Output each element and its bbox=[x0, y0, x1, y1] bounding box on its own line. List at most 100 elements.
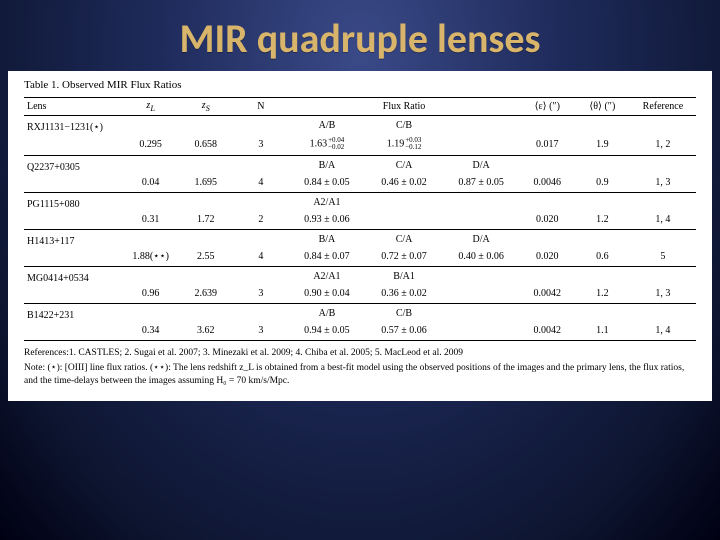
zL: 0.96 bbox=[123, 286, 178, 304]
table-row: 0.962.63930.90 ± 0.040.36 ± 0.020.00421.… bbox=[24, 286, 696, 304]
lens-name: H1413+117 bbox=[24, 230, 123, 250]
zS: 0.658 bbox=[178, 135, 233, 156]
fr2-label: B/A1 bbox=[365, 267, 442, 287]
zS: 2.639 bbox=[178, 286, 233, 304]
lens-name: Q2237+0305 bbox=[24, 156, 123, 176]
fr3-label bbox=[443, 304, 520, 324]
fr3-val bbox=[443, 135, 520, 156]
zL: 0.31 bbox=[123, 212, 178, 230]
fr2-val: 1.19+0.03−0.12 bbox=[365, 135, 442, 156]
fr3-val bbox=[443, 286, 520, 304]
fr3-label bbox=[443, 193, 520, 213]
fr1-label: B/A bbox=[288, 230, 365, 250]
col-zs: zS bbox=[178, 98, 233, 116]
lens-name: PG1115+080 bbox=[24, 193, 123, 213]
table-row: 0.2950.65831.63+0.04−0.021.19+0.03−0.12 0… bbox=[24, 135, 696, 156]
fr3-label: D/A bbox=[443, 156, 520, 176]
theta: 1.9 bbox=[575, 135, 630, 156]
lens-name: RXJ1131−1231(⋆) bbox=[24, 116, 123, 136]
table-row: Q2237+0305 B/AC/AD/A bbox=[24, 156, 696, 176]
fr2-val: 0.57 ± 0.06 bbox=[365, 323, 442, 341]
zS: 3.62 bbox=[178, 323, 233, 341]
col-zl: zL bbox=[123, 98, 178, 116]
ref: 1, 3 bbox=[630, 286, 696, 304]
ref: 1, 4 bbox=[630, 212, 696, 230]
fr2-val: 0.36 ± 0.02 bbox=[365, 286, 442, 304]
fr3-val bbox=[443, 212, 520, 230]
fr1-val: 1.63+0.04−0.02 bbox=[288, 135, 365, 156]
table-row: 0.311.7220.93 ± 0.060.0201.21, 4 bbox=[24, 212, 696, 230]
footnote-note: Note: (⋆): [OIII] line flux ratios. (⋆⋆)… bbox=[24, 362, 696, 388]
table-caption: Table 1. Observed MIR Flux Ratios bbox=[24, 79, 696, 91]
fr2-val: 0.72 ± 0.07 bbox=[365, 249, 442, 267]
fr1-label: A2/A1 bbox=[288, 193, 365, 213]
table-row: PG1115+080 A2/A1 bbox=[24, 193, 696, 213]
zS: 1.72 bbox=[178, 212, 233, 230]
theta: 0.9 bbox=[575, 175, 630, 193]
N: 4 bbox=[233, 175, 288, 193]
table-row: 1.88(⋆⋆)2.5540.84 ± 0.070.72 ± 0.070.40 … bbox=[24, 249, 696, 267]
theta: 1.2 bbox=[575, 286, 630, 304]
fr2-label: C/B bbox=[365, 116, 442, 136]
theta: 1.1 bbox=[575, 323, 630, 341]
table-row: 0.041.69540.84 ± 0.050.46 ± 0.020.87 ± 0… bbox=[24, 175, 696, 193]
fr3-val bbox=[443, 323, 520, 341]
col-fluxratio: Flux Ratio bbox=[288, 98, 519, 116]
eps: 0.0042 bbox=[520, 323, 575, 341]
fr3-label bbox=[443, 116, 520, 136]
col-eps: ⟨ε⟩ (″) bbox=[520, 98, 575, 116]
fr1-val: 0.94 ± 0.05 bbox=[288, 323, 365, 341]
N: 3 bbox=[233, 323, 288, 341]
ref: 5 bbox=[630, 249, 696, 267]
lens-name: B1422+231 bbox=[24, 304, 123, 324]
lens-name: MG0414+0534 bbox=[24, 267, 123, 287]
zS: 1.695 bbox=[178, 175, 233, 193]
col-lens: Lens bbox=[24, 98, 123, 116]
N: 3 bbox=[233, 135, 288, 156]
flux-ratio-table: Lens zL zS N Flux Ratio ⟨ε⟩ (″) ⟨θ⟩ (″) … bbox=[24, 97, 696, 341]
table-row: H1413+117 B/AC/AD/A bbox=[24, 230, 696, 250]
table-footnotes: References:1. CASTLES; 2. Sugai et al. 2… bbox=[24, 347, 696, 387]
N: 2 bbox=[233, 212, 288, 230]
eps: 0.017 bbox=[520, 135, 575, 156]
zS: 2.55 bbox=[178, 249, 233, 267]
fr2-label bbox=[365, 193, 442, 213]
fr1-val: 0.84 ± 0.07 bbox=[288, 249, 365, 267]
fr2-val bbox=[365, 212, 442, 230]
eps: 0.020 bbox=[520, 249, 575, 267]
table-header-row: Lens zL zS N Flux Ratio ⟨ε⟩ (″) ⟨θ⟩ (″) … bbox=[24, 98, 696, 116]
N: 3 bbox=[233, 286, 288, 304]
eps: 0.020 bbox=[520, 212, 575, 230]
theta: 1.2 bbox=[575, 212, 630, 230]
zL: 0.34 bbox=[123, 323, 178, 341]
fr3-label: D/A bbox=[443, 230, 520, 250]
table-row: MG0414+0534A2/A1B/A1 bbox=[24, 267, 696, 287]
table-row: B1422+231 A/BC/B bbox=[24, 304, 696, 324]
theta: 0.6 bbox=[575, 249, 630, 267]
ref: 1, 2 bbox=[630, 135, 696, 156]
fr1-label: A/B bbox=[288, 304, 365, 324]
col-ref: Reference bbox=[630, 98, 696, 116]
fr3-val: 0.87 ± 0.05 bbox=[443, 175, 520, 193]
fr2-label: C/A bbox=[365, 230, 442, 250]
fr2-label: C/B bbox=[365, 304, 442, 324]
fr3-val: 0.40 ± 0.06 bbox=[443, 249, 520, 267]
fr1-val: 0.90 ± 0.04 bbox=[288, 286, 365, 304]
fr1-label: A/B bbox=[288, 116, 365, 136]
footnote-refs: References:1. CASTLES; 2. Sugai et al. 2… bbox=[24, 347, 696, 360]
zL: 0.295 bbox=[123, 135, 178, 156]
eps: 0.0046 bbox=[520, 175, 575, 193]
N: 4 bbox=[233, 249, 288, 267]
fr3-label bbox=[443, 267, 520, 287]
fr2-label: C/A bbox=[365, 156, 442, 176]
col-n: N bbox=[233, 98, 288, 116]
fr1-label: B/A bbox=[288, 156, 365, 176]
table-row: RXJ1131−1231(⋆) A/BC/B bbox=[24, 116, 696, 136]
ref: 1, 4 bbox=[630, 323, 696, 341]
zL: 0.04 bbox=[123, 175, 178, 193]
zL: 1.88(⋆⋆) bbox=[123, 249, 178, 267]
fr2-val: 0.46 ± 0.02 bbox=[365, 175, 442, 193]
fr1-val: 0.84 ± 0.05 bbox=[288, 175, 365, 193]
ref: 1, 3 bbox=[630, 175, 696, 193]
table-panel: Table 1. Observed MIR Flux Ratios Lens z… bbox=[8, 71, 712, 401]
